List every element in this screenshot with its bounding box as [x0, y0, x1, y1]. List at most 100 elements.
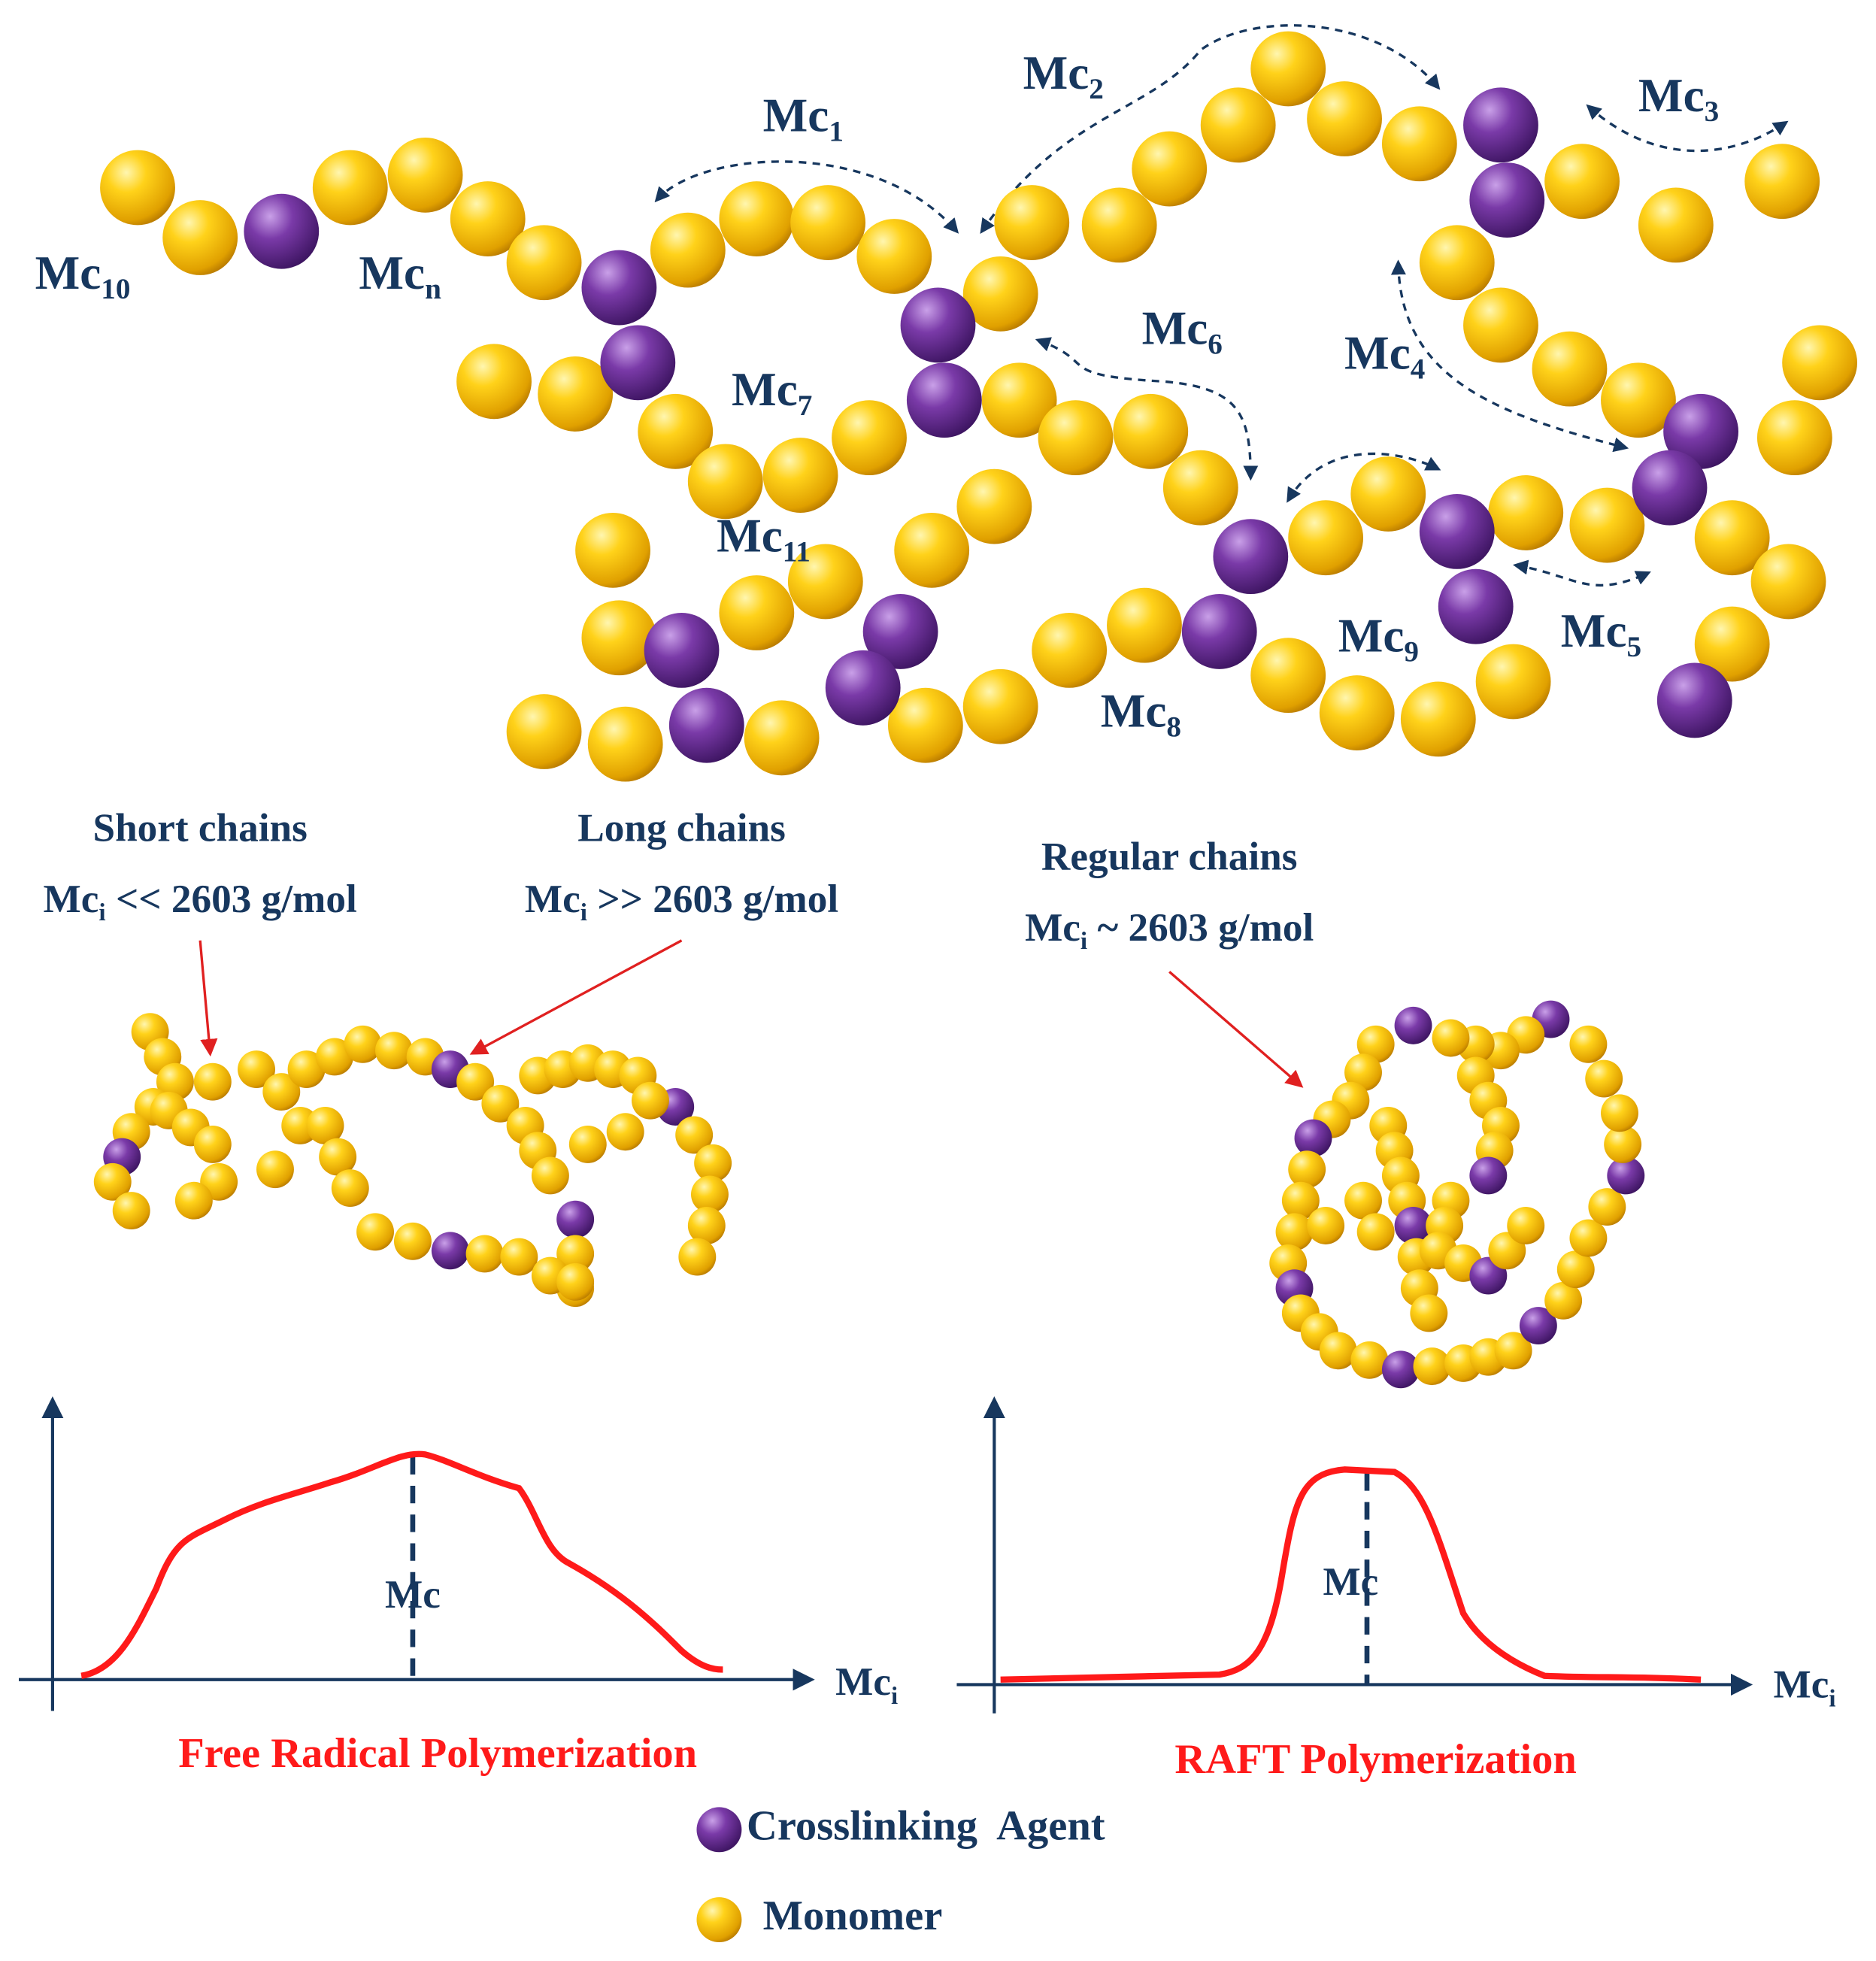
label-main: Mc [717, 509, 783, 562]
subscript-label: Mc9 [1338, 609, 1419, 668]
subscript-label: Mci [1774, 1662, 1836, 1712]
label-main: Mc [763, 89, 829, 141]
crosslinker-sphere [1294, 1119, 1332, 1157]
monomer-sphere [1275, 1213, 1314, 1251]
monomer-sphere [575, 512, 650, 588]
monomer-sphere [1132, 131, 1208, 207]
panel-title: RAFT Polymerization [1174, 1736, 1577, 1783]
monomer-sphere [344, 1025, 382, 1063]
peak-label: Mc [1323, 1559, 1378, 1604]
monomer-sphere [581, 600, 657, 676]
monomer-sphere [262, 1073, 301, 1111]
subscript-label: Mc5 [1561, 604, 1641, 662]
monomer-sphere [456, 1062, 495, 1101]
label-main: Mc [1561, 604, 1627, 656]
label-sub: 8 [1166, 711, 1181, 743]
monomer-sphere [450, 181, 526, 256]
monomer-sphere [112, 1192, 150, 1229]
crosslinker-sphere [600, 325, 676, 401]
crosslinker-sphere [825, 650, 901, 726]
monomer-sphere [1419, 225, 1495, 301]
subscript-label: Mc7 [732, 362, 812, 421]
distance-arrows [654, 24, 1789, 587]
monomer-sphere [719, 181, 795, 256]
monomer-sphere [744, 700, 820, 776]
monomer-sphere [1569, 487, 1645, 563]
crosslinker-sphere [900, 287, 976, 363]
legend-label: Monomer [763, 1893, 943, 1939]
monomer-sphere [316, 1038, 353, 1076]
monomer-sphere [1475, 644, 1551, 720]
crosslinker-sphere [644, 613, 720, 688]
monomer-sphere [238, 1050, 275, 1089]
monomer-sphere [93, 1162, 132, 1201]
pointer-arrows [199, 939, 1304, 1088]
monomer-sphere [650, 212, 726, 288]
value-post: ~ 2603 g/mol [1087, 905, 1314, 950]
monomer-sphere [1038, 400, 1114, 476]
crosslinker-sphere [1469, 1156, 1508, 1195]
monomer-sphere [1694, 500, 1770, 576]
label-sub: 5 [1626, 631, 1641, 663]
crosslinker-sphere [1656, 662, 1732, 738]
value-pre: Mc [1025, 905, 1080, 950]
monomer-sphere [606, 1113, 644, 1151]
monomer-sphere [1750, 544, 1826, 620]
annotation-value: Mci << 2603 g/mol [44, 877, 357, 926]
monomer-sphere [632, 1081, 669, 1120]
monomer-sphere [894, 512, 970, 588]
crosslinker-sphere [1463, 87, 1538, 163]
network-spheres [100, 31, 1857, 782]
monomer-sphere [994, 185, 1070, 260]
crosslinker-sphere [244, 193, 320, 269]
monomer-sphere [1432, 1019, 1470, 1057]
peak-label: Mc [385, 1572, 441, 1617]
monomer-sphere [790, 185, 866, 260]
subscript-label: Mcn [359, 247, 441, 305]
monomer-sphere [465, 1235, 504, 1273]
monomer-sphere [456, 344, 532, 420]
monomer-sphere [856, 219, 932, 294]
monomer-sphere [393, 1222, 432, 1260]
monomer-sphere [506, 694, 582, 769]
label-main: Mc [1023, 47, 1090, 99]
monomer-sphere [678, 1238, 717, 1276]
crosslinker-sphere [862, 594, 938, 669]
monomer-sphere [1601, 362, 1676, 438]
monomer-sphere [887, 687, 963, 763]
monomer-sphere [832, 400, 907, 476]
crosslinker-sphere [1394, 1207, 1432, 1244]
crosslinker-sphere [1663, 393, 1738, 469]
monomer-sphere [162, 200, 238, 275]
monomer-sphere [1601, 1094, 1638, 1132]
annotation-title: Regular chains [1041, 835, 1298, 879]
monomer-sphere [1344, 1181, 1382, 1220]
monomer-sphere [100, 150, 175, 226]
monomer-sphere [762, 438, 838, 513]
value-sub: i [1080, 927, 1087, 955]
monomer-sphere [193, 1062, 232, 1101]
label-main: Mc [35, 247, 102, 299]
monomer-sphere [1532, 331, 1608, 407]
label-main: Mc [835, 1659, 891, 1704]
legend-label: Crosslinking Agent [747, 1802, 1105, 1849]
value-post: >> 2603 g/mol [587, 877, 838, 921]
monomer-sphere [356, 1213, 394, 1251]
monomer-sphere [306, 1106, 344, 1144]
monomer-sphere [1588, 1188, 1626, 1226]
panel-title: Free Radical Polymerization [178, 1730, 697, 1777]
monomer-sphere [1410, 1294, 1448, 1332]
monomer-sphere [1413, 1347, 1451, 1386]
label-sub: 9 [1404, 636, 1419, 668]
monomer-sphere [1350, 456, 1426, 532]
monomer-sphere [1107, 587, 1182, 663]
monomer-sphere [193, 1125, 232, 1163]
crosslinker-sphere [1519, 1307, 1557, 1345]
crosslinker-sphere [1438, 568, 1514, 644]
distribution-curves [80, 1450, 1702, 1683]
monomer-sphere [387, 137, 463, 213]
subscript-label: Mc10 [35, 247, 131, 305]
